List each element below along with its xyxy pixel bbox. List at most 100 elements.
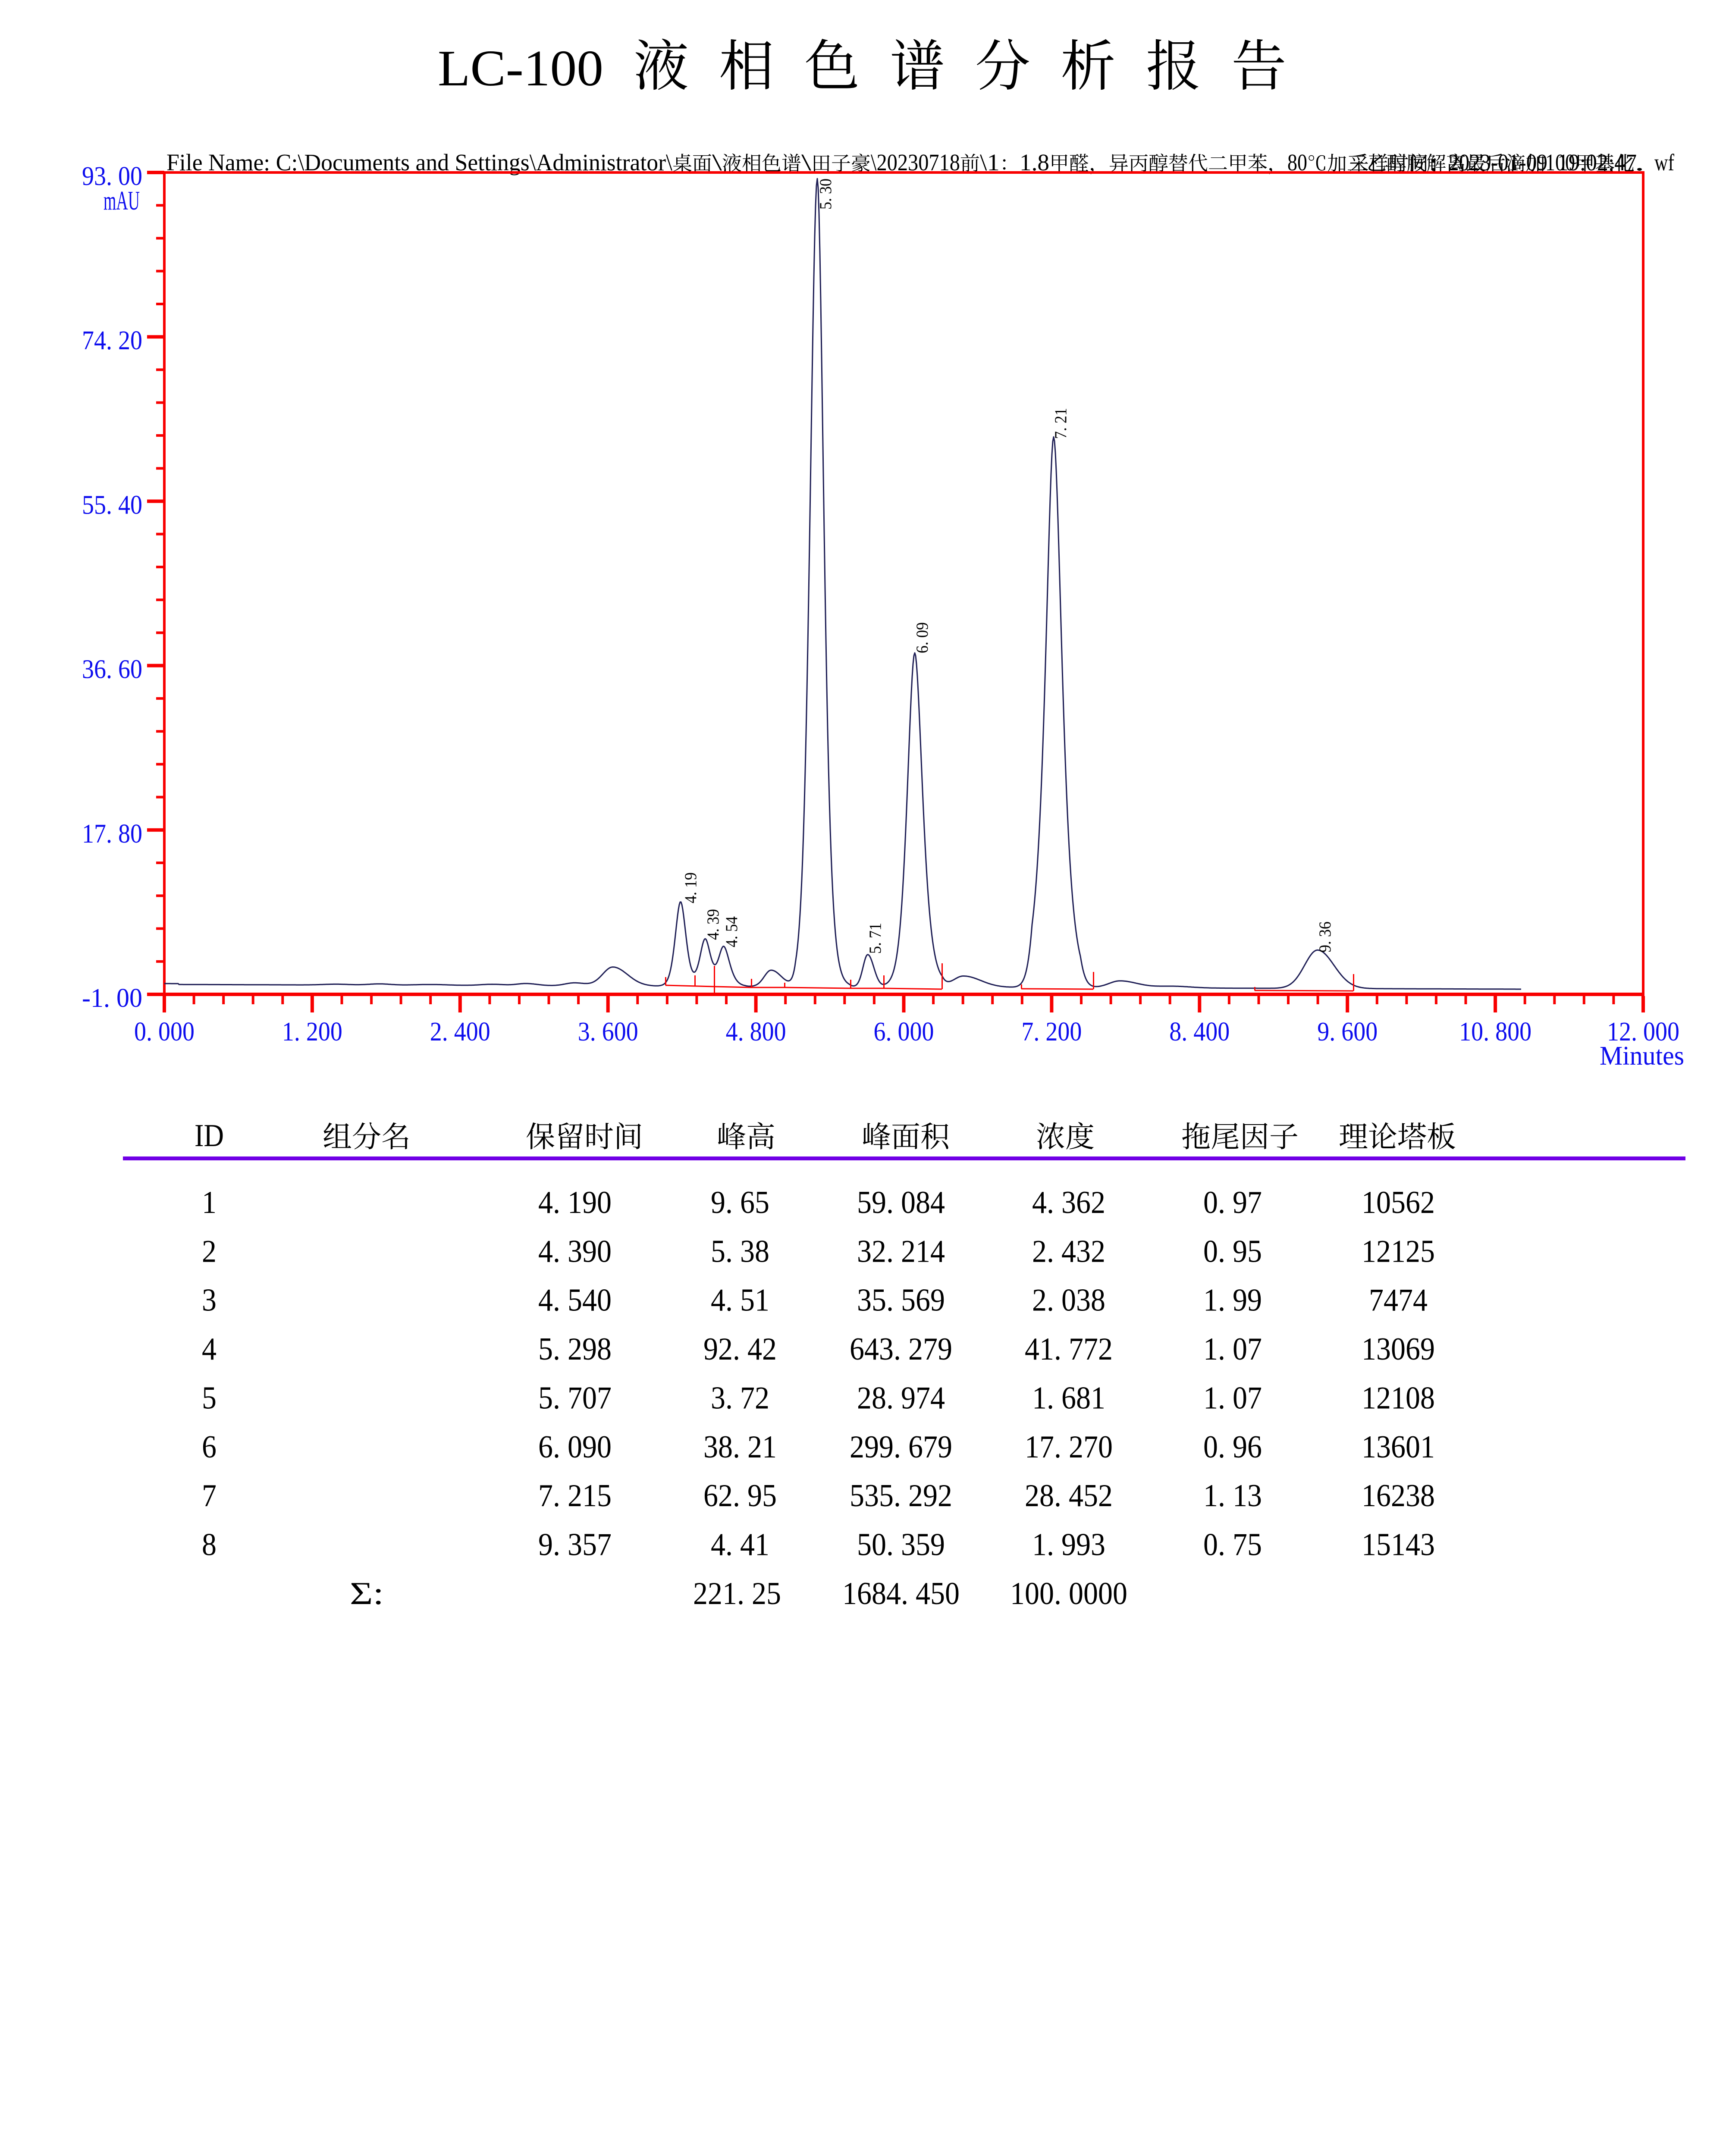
svg-text:3. 72: 3. 72 — [711, 1380, 769, 1416]
svg-text:4. 39: 4. 39 — [704, 909, 722, 940]
svg-text:\: \ — [712, 149, 722, 175]
svg-text:221. 25: 221. 25 — [693, 1576, 781, 1611]
svg-text:28. 452: 28. 452 — [1025, 1478, 1113, 1514]
svg-text:2: 2 — [202, 1234, 217, 1269]
svg-text:LC-100: LC-100 — [438, 40, 603, 97]
svg-text:\: \ — [801, 149, 812, 175]
svg-text:6. 09: 6. 09 — [913, 622, 932, 653]
svg-text:93. 00: 93. 00 — [82, 162, 142, 191]
svg-text:1. 200: 1. 200 — [282, 1017, 342, 1047]
svg-text:17. 270: 17. 270 — [1025, 1429, 1113, 1465]
svg-text:0. 97: 0. 97 — [1203, 1185, 1262, 1220]
svg-text:1. 07: 1. 07 — [1203, 1380, 1262, 1416]
svg-text:2. 038: 2. 038 — [1032, 1283, 1105, 1318]
svg-text:9. 65: 9. 65 — [711, 1185, 769, 1220]
svg-text:13069: 13069 — [1362, 1332, 1435, 1367]
svg-text:3. 600: 3. 600 — [578, 1017, 638, 1047]
svg-text:12. 000: 12. 000 — [1607, 1017, 1679, 1047]
svg-text:50. 359: 50. 359 — [857, 1527, 945, 1562]
svg-text:2023-01-09: 2023-01-09 — [1448, 149, 1547, 175]
svg-text:7474: 7474 — [1369, 1283, 1428, 1318]
svg-text:1: 1 — [202, 1185, 217, 1220]
svg-text:10. 800: 10. 800 — [1459, 1017, 1531, 1047]
svg-text:10562: 10562 — [1362, 1185, 1435, 1220]
svg-text:1. 993: 1. 993 — [1032, 1527, 1105, 1562]
svg-text:4. 390: 4. 390 — [538, 1234, 612, 1269]
svg-text:35. 569: 35. 569 — [857, 1283, 945, 1318]
svg-text:62. 95: 62. 95 — [703, 1478, 777, 1514]
svg-text:299. 679: 299. 679 — [850, 1429, 952, 1465]
svg-text:4. 41: 4. 41 — [711, 1527, 769, 1562]
svg-text:5. 30: 5. 30 — [816, 179, 835, 210]
svg-text:100: 100 — [1545, 149, 1575, 175]
svg-text:38. 21: 38. 21 — [703, 1429, 777, 1465]
svg-text:13601: 13601 — [1362, 1429, 1435, 1465]
svg-text:4. 54: 4. 54 — [722, 916, 741, 947]
svg-text:0. 75: 0. 75 — [1203, 1527, 1262, 1562]
svg-text:6: 6 — [202, 1429, 217, 1465]
svg-text:3: 3 — [202, 1283, 217, 1318]
svg-text:ID: ID — [195, 1118, 224, 1153]
svg-text:7. 215: 7. 215 — [538, 1478, 612, 1514]
svg-text:4. 362: 4. 362 — [1032, 1185, 1105, 1220]
svg-text:41. 772: 41. 772 — [1025, 1332, 1113, 1367]
svg-text:12108: 12108 — [1362, 1380, 1435, 1416]
svg-text:1. 07: 1. 07 — [1203, 1332, 1262, 1367]
svg-text::: : — [1428, 149, 1438, 175]
svg-text:9. 600: 9. 600 — [1317, 1017, 1378, 1047]
svg-text:28. 974: 28. 974 — [857, 1380, 945, 1416]
svg-text:4. 190: 4. 190 — [538, 1185, 612, 1220]
svg-text:2. 400: 2. 400 — [430, 1017, 490, 1047]
svg-text:5. 707: 5. 707 — [538, 1380, 612, 1416]
svg-text:1. 681: 1. 681 — [1032, 1380, 1105, 1416]
svg-text:-1. 00: -1. 00 — [82, 984, 142, 1013]
svg-text:4. 800: 4. 800 — [726, 1017, 786, 1047]
svg-text:0. 000: 0. 000 — [134, 1017, 195, 1047]
svg-text:4. 19: 4. 19 — [681, 872, 700, 903]
svg-text:92. 42: 92. 42 — [703, 1332, 777, 1367]
svg-text:55. 40: 55. 40 — [82, 490, 142, 520]
svg-text:mAU: mAU — [104, 186, 140, 216]
svg-text:36. 60: 36. 60 — [82, 655, 142, 684]
svg-text:\20230718: \20230718 — [871, 149, 960, 175]
svg-text:12125: 12125 — [1362, 1234, 1435, 1269]
svg-text:5. 71: 5. 71 — [866, 923, 885, 954]
svg-text:100. 0000: 100. 0000 — [1010, 1576, 1127, 1611]
svg-text:File Name: C:\Documents and Se: File Name: C:\Documents and Settings\Adm… — [166, 149, 673, 175]
svg-text:19:02:47: 19:02:47 — [1557, 149, 1637, 175]
svg-text:5. 298: 5. 298 — [538, 1332, 612, 1367]
svg-text:643. 279: 643. 279 — [850, 1332, 952, 1367]
svg-text:6. 090: 6. 090 — [538, 1429, 612, 1465]
svg-text:59. 084: 59. 084 — [857, 1185, 945, 1220]
svg-text:8: 8 — [202, 1527, 217, 1562]
svg-text:535. 292: 535. 292 — [850, 1478, 952, 1514]
svg-text:74. 20: 74. 20 — [82, 326, 142, 355]
svg-text:7: 7 — [202, 1478, 217, 1514]
svg-text:16238: 16238 — [1362, 1478, 1435, 1514]
svg-text:7. 21: 7. 21 — [1051, 408, 1070, 439]
svg-text:6. 000: 6. 000 — [874, 1017, 934, 1047]
svg-text:wf: wf — [1654, 149, 1675, 175]
svg-text:0. 95: 0. 95 — [1203, 1234, 1262, 1269]
svg-text:8. 400: 8. 400 — [1169, 1017, 1230, 1047]
svg-text:17. 80: 17. 80 — [82, 819, 142, 849]
svg-text:Σ:: Σ: — [350, 1576, 384, 1611]
svg-text:4. 51: 4. 51 — [711, 1283, 769, 1318]
svg-text:2. 432: 2. 432 — [1032, 1234, 1105, 1269]
svg-text:15143: 15143 — [1362, 1527, 1435, 1562]
svg-text:0. 96: 0. 96 — [1203, 1429, 1262, 1465]
svg-text:1684. 450: 1684. 450 — [842, 1576, 960, 1611]
svg-text:32. 214: 32. 214 — [857, 1234, 945, 1269]
svg-text:.: . — [1635, 149, 1644, 175]
svg-text:9. 36: 9. 36 — [1316, 921, 1334, 953]
svg-text:5: 5 — [202, 1380, 217, 1416]
svg-text:4: 4 — [202, 1332, 217, 1367]
svg-text:9. 357: 9. 357 — [538, 1527, 612, 1562]
svg-text:1. 13: 1. 13 — [1203, 1478, 1262, 1514]
svg-text:\1: \1 — [980, 149, 1000, 175]
svg-text:80: 80 — [1287, 149, 1307, 175]
svg-text:1. 99: 1. 99 — [1203, 1283, 1262, 1318]
svg-text:4. 540: 4. 540 — [538, 1283, 612, 1318]
svg-text:Minutes: Minutes — [1600, 1041, 1684, 1071]
svg-text:1.8: 1.8 — [1020, 149, 1049, 175]
